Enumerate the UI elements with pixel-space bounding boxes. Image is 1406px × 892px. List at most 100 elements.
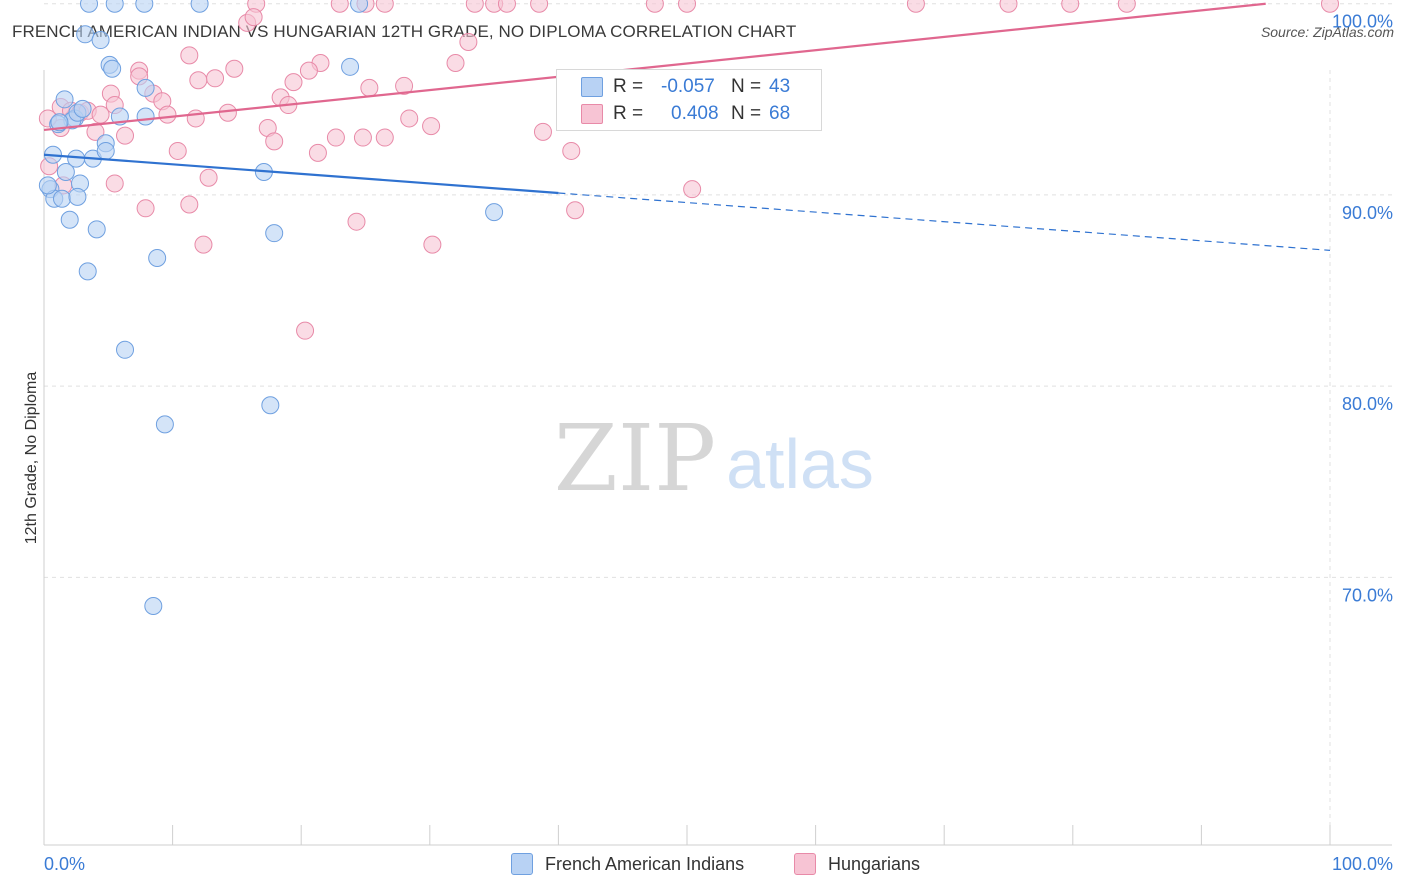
legend-swatch-pink — [581, 104, 603, 124]
hungarians-point — [299, 61, 318, 80]
french-american-indians-points — [38, 0, 504, 615]
french-american-indians-point — [55, 90, 74, 109]
hungarians-point — [225, 59, 244, 78]
x-tick-label-min: 0.0% — [44, 854, 85, 874]
chart-title: FRENCH AMERICAN INDIAN VS HUNGARIAN 12TH… — [12, 22, 797, 41]
hungarians-point — [347, 212, 366, 231]
french-american-indians-point — [105, 0, 124, 13]
hungarians-point — [683, 180, 702, 199]
legend-row-pink: R = 0.408 N = 68 — [581, 101, 790, 127]
hungarians-point — [180, 195, 199, 214]
french-american-indians-point — [91, 31, 110, 50]
hungarians-point — [105, 174, 124, 193]
hungarians-point — [645, 0, 664, 13]
hungarians-point — [86, 122, 105, 141]
french-american-indians-point — [103, 59, 122, 78]
hungarians-point — [375, 0, 394, 13]
correlation-legend: R = -0.057 N = 43 R = 0.408 N = 68 — [556, 69, 822, 131]
french-american-indians-point — [144, 597, 163, 615]
blue-trend-line-extension — [558, 192, 1331, 251]
hungarians-point — [189, 71, 208, 90]
y-tick-label: 100.0% — [1332, 12, 1393, 32]
french-american-indians-point — [73, 99, 92, 118]
french-american-indians-point — [190, 0, 209, 13]
hungarians-point — [375, 128, 394, 147]
hungarians-point — [1117, 0, 1136, 13]
legend-n-value: 43 — [769, 76, 791, 97]
hungarians-point — [446, 53, 465, 72]
hungarians-point — [168, 141, 187, 160]
legend-r-label: R = — [613, 103, 644, 124]
hungarians-point — [296, 321, 315, 340]
french-american-indians-point — [78, 262, 97, 281]
hungarians-point — [326, 128, 345, 147]
french-american-indians-point — [148, 249, 167, 268]
hungarians-point — [284, 73, 303, 92]
french-american-indians-point — [53, 189, 72, 208]
hungarians-point — [423, 235, 442, 254]
hungarians-points — [38, 0, 1339, 340]
hungarians-point — [395, 76, 414, 95]
hungarians-point — [497, 0, 516, 13]
hungarians-point — [400, 109, 419, 128]
y-tick-label: 90.0% — [1342, 203, 1393, 223]
trend-lines — [43, 2, 1331, 251]
watermark-atlas: atlas — [726, 425, 874, 503]
french-american-indians-point — [96, 141, 115, 160]
french-american-indians-point — [341, 57, 360, 76]
hungarians-point — [533, 122, 552, 141]
series-swatch-pink — [794, 853, 816, 875]
hungarians-point — [194, 235, 213, 254]
french-american-indians-point — [485, 203, 504, 222]
hungarians-point — [530, 0, 549, 13]
french-american-indians-point — [38, 176, 57, 195]
french-american-indians-point — [135, 0, 154, 13]
legend-row-blue: R = -0.057 N = 43 — [581, 74, 790, 100]
hungarians-point — [1061, 0, 1080, 13]
french-american-indians-point — [80, 0, 99, 13]
french-american-indians-point — [68, 187, 87, 206]
hungarians-point — [244, 8, 263, 27]
blue-trend-line — [43, 153, 559, 195]
french-american-indians-point — [265, 224, 284, 243]
y-tick-label: 80.0% — [1342, 394, 1393, 414]
legend-n-label: N = — [731, 103, 762, 124]
source-label: Source: ZipAtlas.com — [1260, 24, 1394, 40]
hungarians-point — [186, 109, 205, 128]
pink-trend-line — [43, 2, 1266, 132]
hungarians-point — [999, 0, 1018, 13]
hungarians-point — [1321, 0, 1339, 13]
hungarians-point — [562, 141, 581, 160]
grid-lines — [44, 3, 1392, 845]
french-american-indians-point — [116, 340, 135, 359]
hungarians-point — [459, 32, 478, 51]
series-legend-pink: Hungarians — [794, 853, 920, 875]
legend-r-value: -0.057 — [661, 76, 715, 97]
hungarians-point — [422, 117, 441, 136]
y-tick-label: 70.0% — [1342, 585, 1393, 605]
legend-n-value: 68 — [769, 103, 791, 124]
hungarians-point — [158, 105, 177, 124]
legend-n-label: N = — [731, 76, 762, 97]
hungarians-point — [906, 0, 925, 13]
french-american-indians-point — [136, 107, 155, 126]
axes — [43, 70, 1392, 846]
hungarians-point — [116, 126, 135, 145]
french-american-indians-point — [87, 220, 106, 239]
watermark-zip: ZIP — [554, 405, 716, 512]
hungarians-point — [136, 199, 155, 218]
french-american-indians-point — [56, 162, 75, 181]
series-label-pink: Hungarians — [828, 853, 921, 874]
legend-r-value: 0.408 — [671, 103, 719, 124]
french-american-indians-point — [261, 396, 280, 415]
hungarians-point — [566, 201, 585, 220]
hungarians-point — [199, 168, 218, 187]
french-american-indians-point — [350, 0, 369, 13]
series-label-blue: French American Indians — [545, 853, 745, 874]
hungarians-point — [180, 46, 199, 65]
tick-labels: 100.0% 90.0% 80.0% 70.0% 0.0% 100.0% — [44, 12, 1393, 874]
legend-swatch-blue — [581, 77, 603, 97]
hungarians-point — [308, 143, 327, 162]
hungarians-point — [353, 128, 372, 147]
